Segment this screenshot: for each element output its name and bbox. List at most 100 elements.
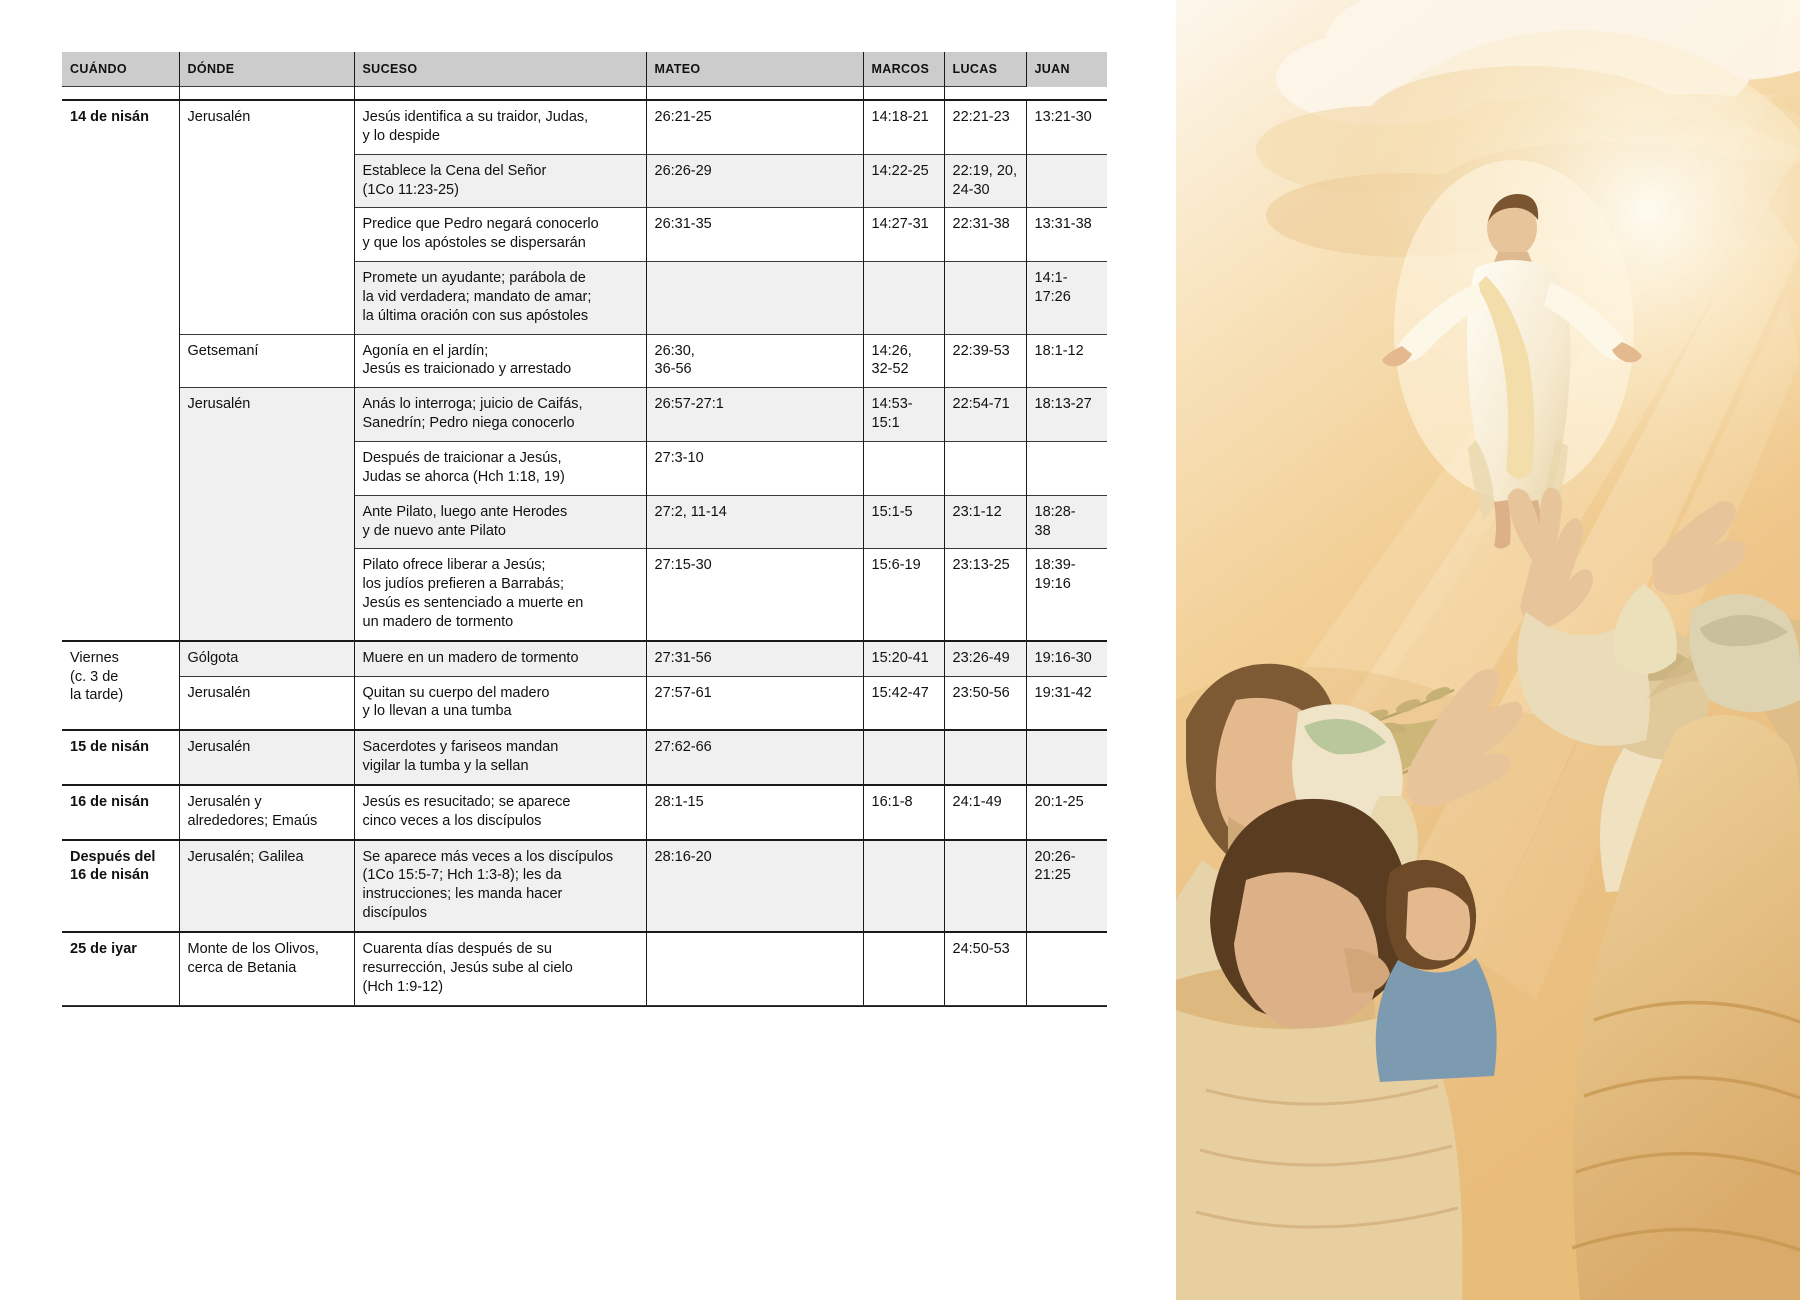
cell-where: Gólgota bbox=[178, 639, 354, 677]
cell-lucas: 22:21-23 bbox=[943, 98, 1026, 155]
cell-juan: 19:31-42 bbox=[1025, 675, 1107, 731]
cell-juan bbox=[1025, 440, 1107, 496]
cell-marcos bbox=[862, 440, 944, 496]
table-row: Promete un ayudante; parábola de la vid … bbox=[62, 261, 1107, 335]
cell-juan bbox=[1025, 930, 1107, 1006]
cell-event: Después de traicionar a Jesús, Judas se … bbox=[353, 440, 646, 496]
table-row: Establece la Cena del Señor (1Co 11:23-2… bbox=[62, 153, 1107, 208]
disciple-d bbox=[1375, 859, 1497, 1082]
disciple-g bbox=[1689, 593, 1800, 712]
cell-where: Jerusalén bbox=[178, 675, 354, 731]
cell-mateo bbox=[645, 930, 863, 1006]
cell-lucas: 23:13-25 bbox=[943, 548, 1026, 641]
cell-juan: 18:1-12 bbox=[1025, 333, 1107, 388]
header-gap-cell bbox=[862, 86, 944, 100]
cell-mateo: 27:57-61 bbox=[645, 675, 863, 731]
table-row: Pilato ofrece liberar a Jesús; los judío… bbox=[62, 548, 1107, 641]
cell-where: Jerusalén bbox=[178, 98, 354, 335]
ascending-figure bbox=[1382, 160, 1642, 551]
cell-marcos: 15:20-41 bbox=[862, 639, 944, 677]
table-row: 25 de iyar Monte de los Olivos, cerca de … bbox=[62, 930, 1107, 1006]
table-bottom-rule bbox=[62, 1005, 1107, 1007]
header-gap-cell bbox=[178, 86, 354, 100]
cell-mateo: 27:3-10 bbox=[645, 440, 863, 496]
cell-where: Jerusalén bbox=[178, 387, 354, 641]
cell-when: 14 de nisán bbox=[62, 99, 179, 641]
cell-juan: 18:39- 19:16 bbox=[1025, 548, 1107, 641]
cell-marcos bbox=[862, 838, 944, 932]
cell-marcos: 14:22-25 bbox=[862, 153, 944, 208]
cell-when: 25 de iyar bbox=[62, 930, 179, 1006]
cell-where: Getsemaní bbox=[178, 333, 354, 388]
table-row: Ante Pilato, luego ante Herodes y de nue… bbox=[62, 494, 1107, 549]
cell-juan: 20:26- 21:25 bbox=[1025, 838, 1107, 932]
cell-marcos: 15:6-19 bbox=[862, 548, 944, 641]
cell-where: Jerusalén; Galilea bbox=[178, 838, 354, 932]
table-row: 16 de nisán Jerusalén y alrededores; Emaú… bbox=[62, 783, 1107, 840]
cell-lucas: 24:1-49 bbox=[943, 783, 1026, 840]
header-gap-row bbox=[62, 86, 1107, 100]
cell-marcos bbox=[862, 261, 944, 335]
cell-marcos: 16:1-8 bbox=[862, 783, 944, 840]
cell-event: Ante Pilato, luego ante Herodes y de nue… bbox=[353, 494, 646, 549]
gospel-harmony-table: CUÁNDO DÓNDE SUCESO MATEO MARCOS LUCAS J… bbox=[62, 52, 1107, 1006]
cell-where: Monte de los Olivos, cerca de Betania bbox=[178, 930, 354, 1006]
cell-mateo: 26:21-25 bbox=[645, 98, 863, 155]
cell-event: Establece la Cena del Señor (1Co 11:23-2… bbox=[353, 153, 646, 208]
table-row: Jerusalén Anás lo interroga; juicio de Ca… bbox=[62, 387, 1107, 641]
column-header-lucas: LUCAS bbox=[943, 52, 1026, 87]
header-gap-cell bbox=[943, 86, 1026, 100]
table-row: Después del 16 de nisán Jerusalén; Galile… bbox=[62, 838, 1107, 932]
cell-mateo: 26:31-35 bbox=[645, 207, 863, 262]
cell-event: Sacerdotes y fariseos mandan vigilar la … bbox=[353, 729, 646, 785]
table-row: Viernes (c. 3 de la tarde) Gólgota Muere e… bbox=[62, 639, 1107, 731]
table-row: 14 de nisán Jerusalén Jesús identifica a s… bbox=[62, 98, 1107, 641]
table-row: Después de traicionar a Jesús, Judas se … bbox=[62, 440, 1107, 496]
cell-juan: 13:21-30 bbox=[1025, 98, 1107, 155]
cell-marcos: 14:18-21 bbox=[862, 98, 944, 155]
cell-marcos bbox=[862, 930, 944, 1006]
cell-lucas: 22:31-38 bbox=[943, 207, 1026, 262]
table-header: CUÁNDO DÓNDE SUCESO MATEO MARCOS LUCAS J… bbox=[62, 52, 1107, 87]
cell-mateo bbox=[645, 261, 863, 335]
cell-event: Muere en un madero de tormento bbox=[353, 639, 646, 677]
cell-mateo: 26:30, 36-56 bbox=[645, 333, 863, 388]
cell-mateo: 28:1-15 bbox=[645, 783, 863, 840]
cell-mateo: 27:15-30 bbox=[645, 548, 863, 641]
bible-harmony-table-container: CUÁNDO DÓNDE SUCESO MATEO MARCOS LUCAS J… bbox=[62, 52, 1107, 1007]
cell-lucas: 24:50-53 bbox=[943, 930, 1026, 1006]
cell-lucas bbox=[943, 729, 1026, 785]
cell-juan: 13:31-38 bbox=[1025, 207, 1107, 262]
cell-when: Viernes (c. 3 de la tarde) bbox=[62, 639, 179, 731]
cell-marcos: 14:26, 32-52 bbox=[862, 333, 944, 388]
cell-lucas: 22:19, 20, 24-30 bbox=[943, 153, 1026, 208]
cell-event: Cuarenta días después de su resurrección… bbox=[353, 930, 646, 1006]
cell-when: 15 de nisán bbox=[62, 729, 179, 785]
table-body: 14 de nisán Jerusalén Jesús identifica a s… bbox=[62, 86, 1107, 1006]
cell-lucas bbox=[943, 261, 1026, 335]
cell-lucas: 23:26-49 bbox=[943, 639, 1026, 677]
cell-event: Promete un ayudante; parábola de la vid … bbox=[353, 261, 646, 335]
cell-mateo: 28:16-20 bbox=[645, 838, 863, 932]
cell-event: Pilato ofrece liberar a Jesús; los judío… bbox=[353, 548, 646, 641]
column-header-marcos: MARCOS bbox=[862, 52, 944, 87]
cell-marcos: 15:42-47 bbox=[862, 675, 944, 731]
column-header-mateo-spacer bbox=[791, 52, 863, 87]
cell-lucas bbox=[943, 838, 1026, 932]
cell-mateo: 26:57-27:1 bbox=[645, 387, 863, 442]
table-row: Jerusalén Quitan su cuerpo del madero y l… bbox=[62, 675, 1107, 731]
column-header-mateo: MATEO bbox=[645, 52, 791, 87]
column-header-donde: DÓNDE bbox=[178, 52, 354, 87]
table-header-row: CUÁNDO DÓNDE SUCESO MATEO MARCOS LUCAS J… bbox=[62, 52, 1107, 87]
cell-mateo: 27:2, 11-14 bbox=[645, 494, 863, 549]
header-gap-cell bbox=[353, 86, 646, 100]
cell-marcos: 14:27-31 bbox=[862, 207, 944, 262]
cell-event: Anás lo interroga; juicio de Caifás, San… bbox=[353, 387, 646, 442]
cell-juan: 14:1- 17:26 bbox=[1025, 261, 1107, 335]
ascension-illustration bbox=[1176, 0, 1800, 1300]
cell-lucas: 23:50-56 bbox=[943, 675, 1026, 731]
cell-when: Después del 16 de nisán bbox=[62, 838, 179, 932]
cell-mateo: 26:26-29 bbox=[645, 153, 863, 208]
cell-event: Jesús identifica a su traidor, Judas, y … bbox=[353, 98, 646, 155]
